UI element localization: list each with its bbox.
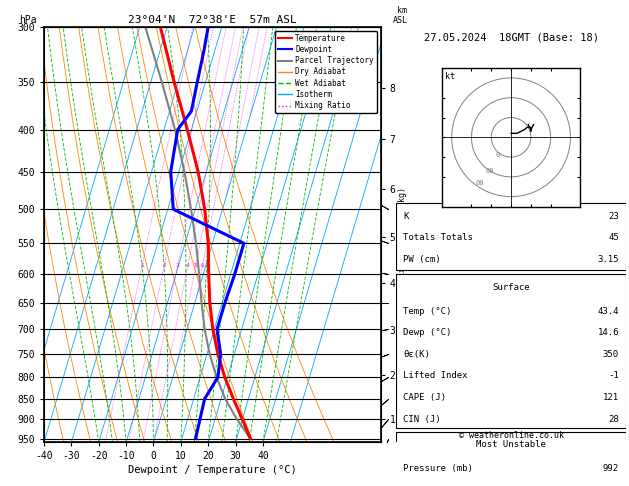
Text: 121: 121 (603, 393, 619, 402)
Text: 0: 0 (495, 152, 499, 158)
Text: 27.05.2024  18GMT (Base: 18): 27.05.2024 18GMT (Base: 18) (423, 33, 599, 43)
Text: 2: 2 (162, 263, 166, 268)
Text: 28: 28 (608, 415, 619, 424)
Bar (396, 275, 626, 428)
Bar (396, 432, 626, 486)
Text: © weatheronline.co.uk: © weatheronline.co.uk (459, 431, 564, 440)
Text: CIN (J): CIN (J) (403, 415, 441, 424)
Text: Pressure (mb): Pressure (mb) (403, 464, 473, 473)
X-axis label: Dewpoint / Temperature (°C): Dewpoint / Temperature (°C) (128, 466, 297, 475)
Text: 23°04'N  72°38'E  57m ASL: 23°04'N 72°38'E 57m ASL (128, 16, 297, 25)
Text: 00: 00 (486, 168, 494, 174)
Text: 1: 1 (140, 263, 144, 268)
Text: 5: 5 (194, 263, 198, 268)
Legend: Temperature, Dewpoint, Parcel Trajectory, Dry Adiabat, Wet Adiabat, Isotherm, Mi: Temperature, Dewpoint, Parcel Trajectory… (275, 31, 377, 113)
Text: Lifted Index: Lifted Index (403, 371, 467, 381)
Text: Temp (°C): Temp (°C) (403, 307, 452, 315)
Text: -1: -1 (608, 371, 619, 381)
Text: 4: 4 (186, 263, 190, 268)
Text: Surface: Surface (493, 283, 530, 292)
Text: Totals Totals: Totals Totals (403, 233, 473, 243)
Text: 43.4: 43.4 (598, 307, 619, 315)
Text: hPa: hPa (19, 16, 36, 25)
Text: Dewp (°C): Dewp (°C) (403, 328, 452, 337)
Text: 6: 6 (201, 263, 204, 268)
Text: PW (cm): PW (cm) (403, 255, 441, 264)
Bar (396, 203, 626, 270)
Text: 23: 23 (608, 212, 619, 221)
Text: kt: kt (445, 72, 455, 81)
Text: 350: 350 (603, 350, 619, 359)
Text: θε(K): θε(K) (403, 350, 430, 359)
Text: 992: 992 (603, 464, 619, 473)
Text: 3.15: 3.15 (598, 255, 619, 264)
Text: K: K (403, 212, 408, 221)
Y-axis label: Mixing Ratio (g/kg): Mixing Ratio (g/kg) (398, 187, 407, 282)
Text: km
ASL: km ASL (392, 6, 408, 25)
Text: CAPE (J): CAPE (J) (403, 393, 446, 402)
Text: 45: 45 (608, 233, 619, 243)
Text: 14.6: 14.6 (598, 328, 619, 337)
Text: Most Unstable: Most Unstable (476, 440, 546, 449)
Text: 00: 00 (476, 180, 484, 186)
Text: 3: 3 (176, 263, 180, 268)
